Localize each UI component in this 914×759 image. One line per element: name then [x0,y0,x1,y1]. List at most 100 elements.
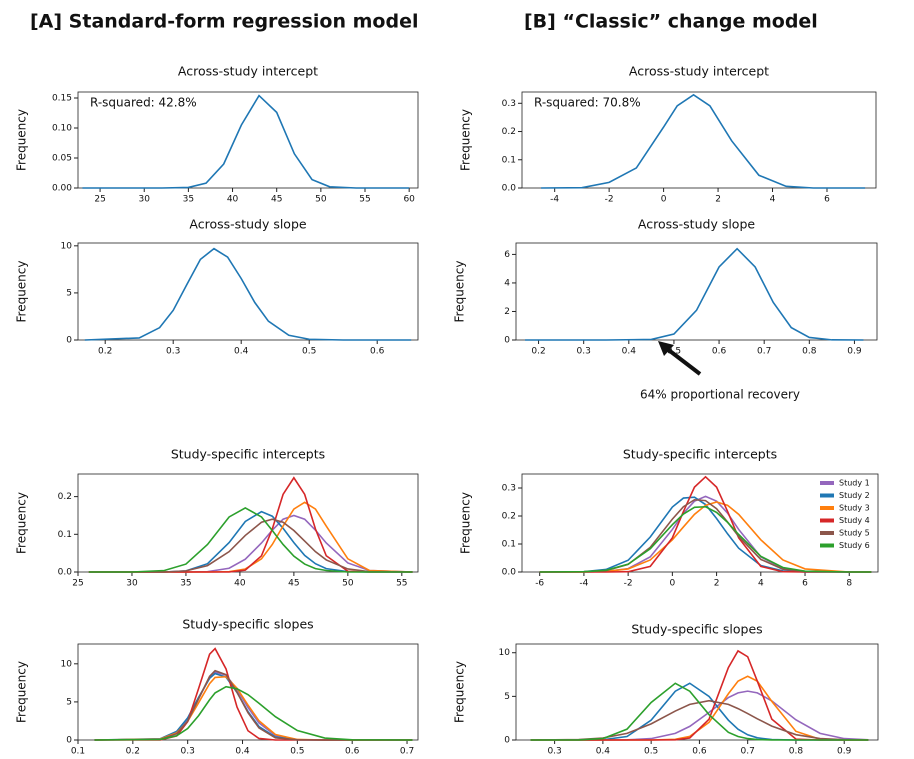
plot-frame [77,242,419,341]
x-tick-label: 0.9 [847,347,862,357]
x-tick-label: 40 [234,579,246,589]
y-tick-label: 0.0 [58,568,73,578]
y-axis-label: Frequency [15,661,29,723]
annotation-arrow [664,346,702,376]
y-axis-label: Frequency [15,492,29,554]
y-tick-label: 0.0 [502,184,517,194]
y-tick-label: 0.2 [502,512,516,522]
x-tick-label: 60 [403,195,415,205]
y-tick-label: 10 [61,659,73,669]
x-tick-label: 0.7 [741,747,755,757]
density-line [88,518,413,573]
x-tick-label: 2 [714,579,720,589]
density-line [84,247,412,341]
x-tick-label: 0.4 [234,347,249,357]
y-tick-label: 6 [504,250,510,260]
density-line [88,507,413,573]
density-line [94,675,413,741]
y-axis-label: Frequency [15,109,29,171]
density-line [539,505,872,573]
plot-frame [521,91,877,189]
x-tick-label: 0.6 [712,347,727,357]
plot-frame [521,473,879,573]
x-tick-label: 0.5 [644,747,658,757]
panel-heading: [B] “Classic” change model [524,11,818,33]
x-tick-label: 25 [72,579,83,589]
x-tick-label: 4 [758,579,764,589]
x-tick-label: 0.4 [235,747,250,757]
density-line [88,510,413,573]
panel-title: Study-specific intercepts [171,447,325,462]
x-tick-label: 0 [669,579,675,589]
y-tick-label: 0.1 [502,540,516,550]
x-tick-label: 0.2 [126,747,140,757]
y-tick-label: 0.15 [52,94,72,104]
x-tick-label: 0.9 [837,747,852,757]
y-tick-label: 0 [66,336,72,346]
density-line [88,476,413,573]
plot-frame [515,242,878,341]
x-tick-label: 0.7 [757,347,771,357]
density-line [530,690,869,741]
x-tick-label: 0.2 [531,347,545,357]
x-tick-label: 6 [802,579,808,589]
x-tick-label: 2 [715,195,721,205]
y-tick-label: 4 [504,278,510,288]
x-tick-label: 0.8 [802,347,817,357]
density-line [82,94,410,189]
density-line [94,671,413,741]
y-tick-label: 0.3 [502,99,516,109]
y-tick-label: 5 [504,692,510,702]
legend-label: Study 5 [839,529,870,538]
legend-label: Study 1 [839,479,870,488]
density-line [94,685,413,741]
density-line [525,247,864,341]
x-tick-label: 0.7 [400,747,414,757]
y-tick-label: 0.0 [502,568,517,578]
x-tick-label: 45 [271,195,282,205]
density-line [539,475,872,573]
panel-title: Across-study intercept [629,64,769,79]
x-tick-label: 0.1 [71,747,85,757]
density-line [530,675,869,741]
density-line [530,699,869,741]
y-axis-label: Frequency [15,261,29,323]
y-tick-label: 0 [504,736,510,746]
x-tick-label: -4 [550,195,559,205]
x-tick-label: 50 [342,579,354,589]
x-tick-label: -2 [624,579,633,589]
y-axis-label: Frequency [459,492,473,554]
x-tick-label: 4 [770,195,776,205]
x-tick-label: 0.3 [166,347,180,357]
plot-frame [515,643,879,741]
y-tick-label: 2 [504,307,510,317]
panel-title: Study-specific intercepts [623,447,777,462]
annotation: 64% proportional recovery [640,388,800,402]
x-tick-label: -4 [579,579,588,589]
density-line [530,682,869,741]
x-tick-label: 6 [824,195,830,205]
y-tick-label: 10 [499,648,511,658]
x-tick-label: 0.5 [302,347,316,357]
plot-frame [77,643,419,741]
annotation-arrowhead [658,341,674,356]
y-tick-label: 0.2 [502,127,516,137]
density-line [94,672,413,741]
x-tick-label: 0.3 [181,747,195,757]
legend-label: Study 2 [839,491,870,500]
x-tick-label: 0.6 [692,747,707,757]
y-tick-label: 10 [61,241,73,251]
y-axis-label: Frequency [453,261,467,323]
x-tick-label: 0.6 [345,747,360,757]
y-tick-label: 0.10 [52,124,72,134]
y-tick-label: 5 [66,697,72,707]
x-tick-label: 0.2 [98,347,112,357]
density-line [541,93,866,189]
x-tick-label: 0 [661,195,667,205]
y-tick-label: 0.05 [52,154,72,164]
x-tick-label: 0.4 [622,347,637,357]
panel-heading: [A] Standard-form regression model [30,11,418,33]
y-tick-label: 5 [66,288,72,298]
